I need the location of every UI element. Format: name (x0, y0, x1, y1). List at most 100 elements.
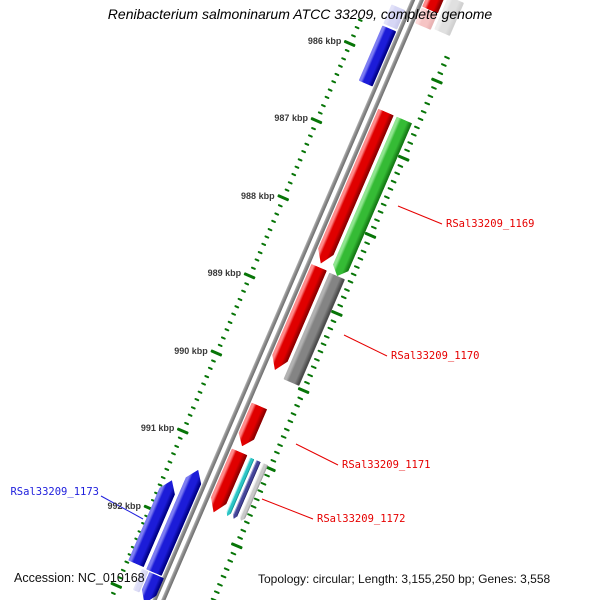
minor-tick (320, 342, 327, 347)
minor-tick (330, 318, 337, 323)
minor-tick (354, 25, 360, 30)
minor-tick (370, 225, 377, 230)
minor-tick (204, 374, 210, 379)
major-tick (343, 39, 356, 47)
minor-tick (377, 210, 384, 215)
minor-tick (304, 142, 310, 146)
minor-tick (177, 436, 183, 441)
ruler-label-987kbp: 987 kbp (274, 113, 308, 124)
gene-label-RSal33209_1173[interactable]: RSal33209_1173 (10, 486, 99, 498)
minor-tick (353, 264, 361, 269)
minor-tick (250, 504, 257, 510)
minor-tick (387, 187, 394, 192)
minor-tick (264, 235, 270, 239)
minor-tick (413, 124, 421, 130)
major-tick (397, 154, 410, 162)
minor-tick (410, 132, 417, 137)
ruler-label-989kbp: 989 kbp (207, 268, 242, 279)
minor-tick (213, 590, 220, 595)
minor-tick (307, 134, 313, 139)
minor-tick (160, 475, 167, 480)
minor-tick (320, 103, 327, 108)
minor-tick (226, 559, 234, 564)
major-tick (243, 271, 256, 280)
minor-tick (397, 163, 404, 168)
minor-tick (287, 180, 293, 185)
minor-tick (194, 397, 200, 402)
minor-tick (327, 87, 333, 92)
minor-tick (184, 421, 190, 425)
minor-tick (197, 390, 203, 394)
minor-tick (270, 458, 277, 463)
minor-tick (294, 165, 300, 170)
minor-tick (187, 413, 193, 418)
minor-tick (277, 442, 284, 448)
major-tick (276, 194, 290, 202)
major-tick (210, 349, 223, 357)
minor-tick (274, 211, 280, 216)
major-tick (364, 231, 377, 240)
minor-tick (240, 528, 247, 533)
minor-tick (327, 326, 334, 331)
minor-tick (284, 188, 290, 193)
minor-tick (340, 295, 347, 300)
minor-tick (357, 256, 364, 261)
minor-tick (240, 289, 247, 294)
minor-tick (260, 481, 267, 486)
gene-label-RSal33209_1170[interactable]: RSal33209_1170 (391, 350, 480, 362)
minor-tick (443, 55, 451, 60)
minor-tick (243, 520, 250, 525)
minor-tick (383, 194, 391, 199)
minor-tick (230, 551, 237, 556)
minor-tick (407, 140, 414, 145)
minor-tick (123, 560, 130, 565)
minor-tick (423, 101, 431, 106)
minor-tick (350, 33, 357, 38)
minor-tick (216, 582, 224, 587)
major-tick (431, 76, 444, 85)
minor-tick (267, 227, 273, 232)
minor-tick (164, 467, 170, 472)
minor-tick (360, 249, 367, 254)
gene-label-RSal33209_1171[interactable]: RSal33209_1171 (342, 459, 431, 471)
minor-tick (440, 62, 447, 68)
ruler-label-992kbp: 992 kbp (107, 500, 142, 511)
minor-tick (247, 512, 254, 517)
minor-tick (373, 218, 381, 223)
major-tick (310, 116, 323, 125)
minor-tick (254, 258, 260, 263)
major-tick (330, 309, 344, 317)
minor-tick (224, 328, 230, 332)
minor-tick (260, 242, 267, 247)
minor-tick (237, 535, 244, 541)
minor-tick (190, 405, 197, 410)
minor-tick (234, 304, 240, 309)
minor-tick (393, 171, 401, 176)
minor-tick (223, 566, 230, 572)
minor-tick (427, 93, 434, 99)
minor-tick (324, 95, 330, 100)
minor-tick (347, 280, 354, 285)
minor-tick (390, 179, 397, 184)
gene-label-RSal33209_1172[interactable]: RSal33209_1172 (317, 513, 406, 525)
minor-tick (310, 126, 317, 131)
minor-tick (344, 49, 350, 53)
minor-tick (227, 320, 233, 325)
minor-tick (303, 380, 311, 386)
minor-tick (167, 459, 173, 464)
minor-tick (350, 272, 357, 277)
minor-tick (334, 72, 340, 77)
major-tick (297, 386, 310, 395)
minor-tick (220, 574, 227, 579)
minor-tick (230, 312, 237, 317)
minor-tick (220, 335, 227, 340)
minor-tick (217, 343, 223, 348)
minor-tick (337, 303, 344, 308)
minor-tick (297, 157, 303, 162)
minor-tick (200, 382, 207, 387)
minor-tick (287, 419, 294, 424)
gene-label-RSal33209_1169[interactable]: RSal33209_1169 (446, 218, 535, 230)
minor-tick (430, 86, 437, 91)
minor-tick (363, 241, 371, 246)
minor-tick (273, 450, 281, 455)
